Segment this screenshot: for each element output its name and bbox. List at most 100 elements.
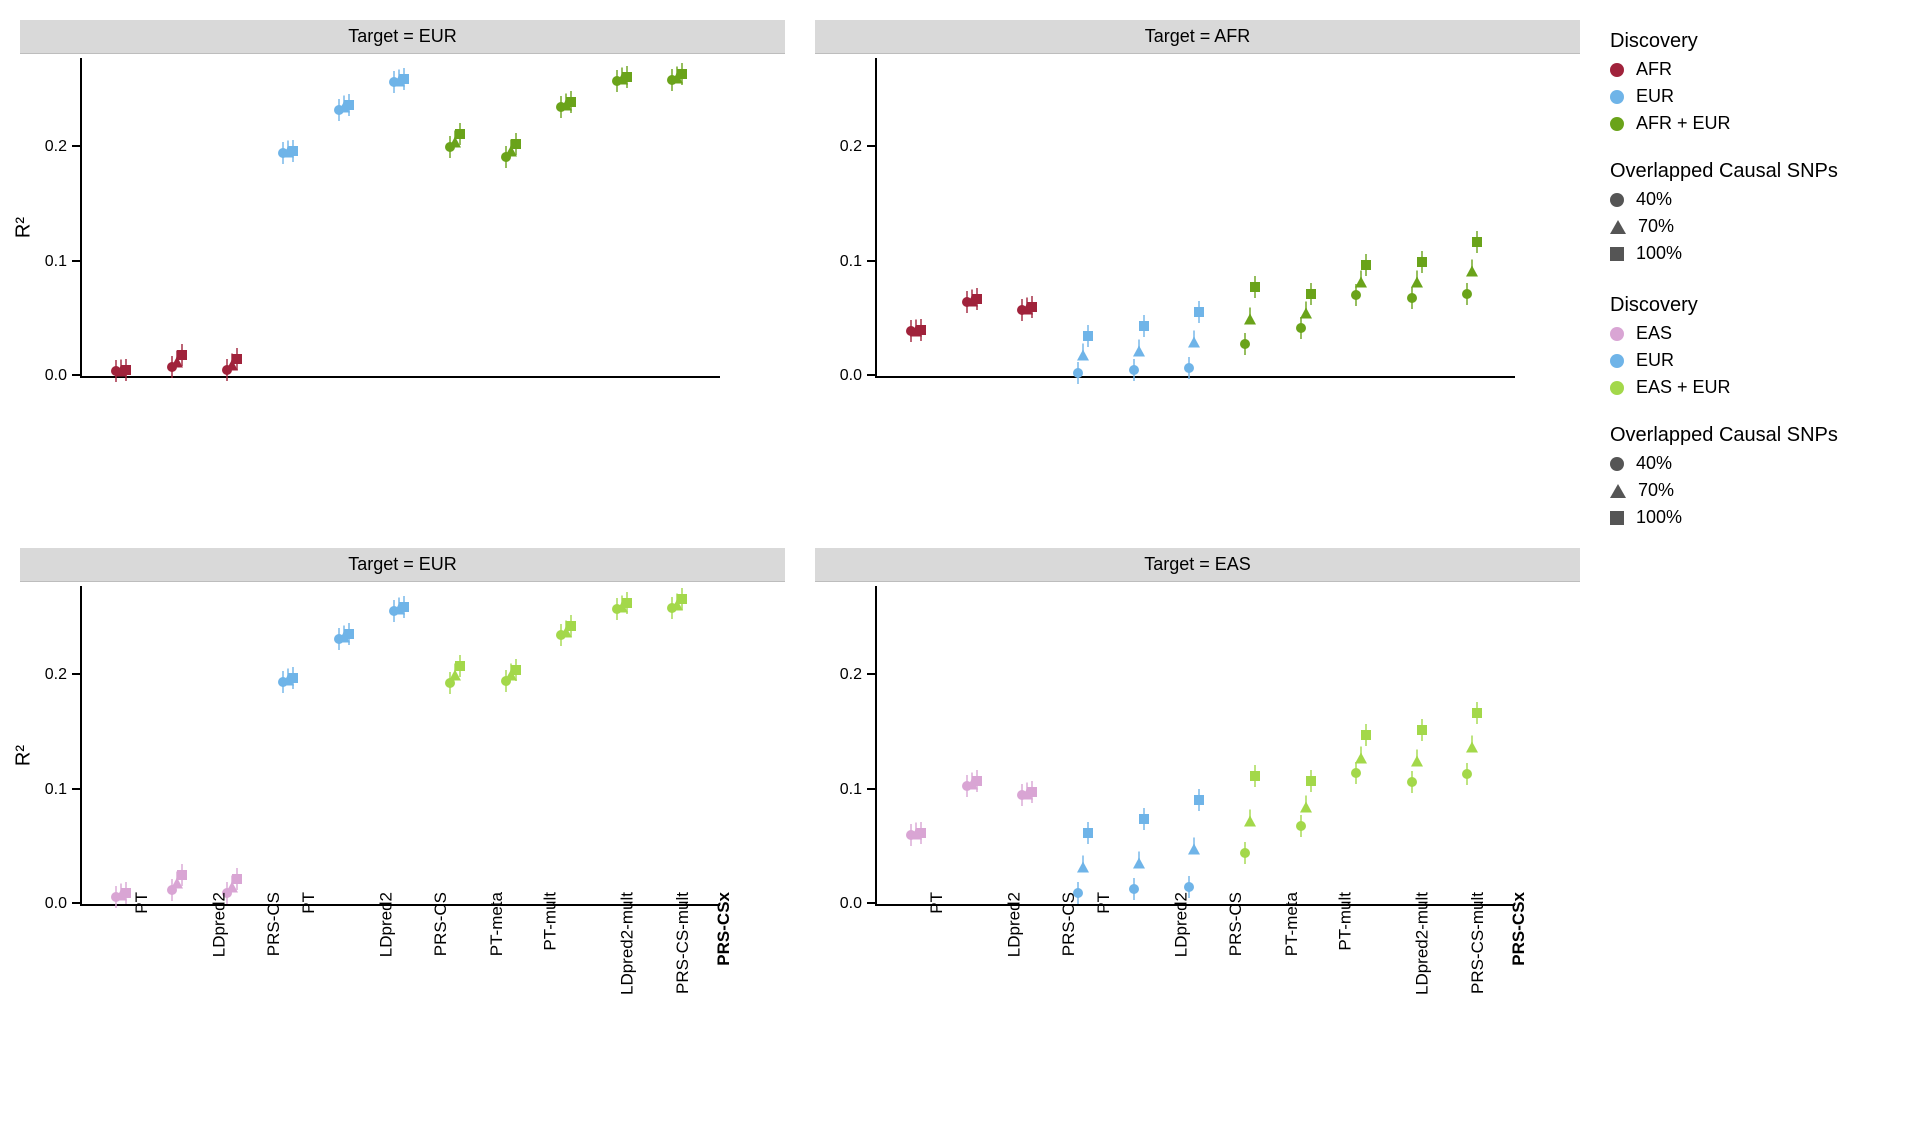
error-bar [570,91,572,113]
error-bar [1305,795,1307,807]
y-tick-label: 0.1 [822,253,862,271]
data-point [1300,308,1312,319]
plot-area: 0.00.10.2R² [80,58,720,378]
legend-swatch [1610,511,1624,525]
error-bar [125,882,127,904]
legend-swatch [1610,327,1624,341]
plot-area: 0.00.10.2 [875,58,1515,378]
data-point [1139,814,1149,824]
error-bar [236,868,238,890]
x-tick-label: PRS-CS [1059,892,1079,956]
error-bar [681,63,683,85]
error-bar [515,659,517,681]
data-point [1188,844,1200,855]
error-bar [1254,765,1256,787]
x-tick-label: PT-meta [1282,892,1302,956]
legend-label: EAS [1636,323,1672,344]
legend-swatch [1610,117,1624,131]
data-point [1184,882,1194,892]
panel-title-strip: Target = EUR [20,548,785,582]
data-point [1462,289,1472,299]
y-tick-label: 0.1 [822,781,862,799]
error-bar [1471,736,1473,748]
legend-label: 40% [1636,189,1672,210]
data-point [1355,752,1367,763]
panel-title-strip: Target = EUR [20,20,785,54]
legend-label: AFR [1636,59,1672,80]
legend-item: EUR [1610,350,1900,371]
y-axis-label: R² [13,745,36,766]
data-point [1240,848,1250,858]
x-tick-label: PRS-CS-mult [1468,892,1488,994]
y-tick-label: 0.2 [27,666,67,684]
data-point [1296,821,1306,831]
data-point [566,621,576,631]
data-point [177,350,187,360]
legend-item: 40% [1610,189,1900,210]
panel: Target = EAS0.00.10.2PTLDpred2PRS-CSPTLD… [815,548,1580,1056]
x-tick-label: PRS-CS [431,892,451,956]
data-point [1083,828,1093,838]
legend-item: AFR + EUR [1610,113,1900,134]
x-tick-label: PT-mult [1335,892,1355,951]
legend-swatch [1610,90,1624,104]
legend-title-discovery: Discovery [1610,294,1900,317]
data-point [1133,857,1145,868]
y-tick-label: 0.0 [27,895,67,913]
data-point [622,598,632,608]
legend-swatch [1610,63,1624,77]
data-point [1466,742,1478,753]
data-point [1194,307,1204,317]
error-bar [1143,808,1145,830]
error-bar [181,864,183,886]
y-axis-label: R² [13,217,36,238]
error-bar [403,596,405,618]
y-tick [72,260,82,262]
error-bar [403,68,405,90]
panel: Target = EUR0.00.10.2R²PTLDpred2PRS-CSPT… [20,548,785,1056]
data-point [916,828,926,838]
y-tick-label: 0.1 [27,253,67,271]
legend-swatch [1610,484,1626,498]
error-bar [1310,283,1312,305]
data-point [1073,368,1083,378]
legend-item: 40% [1610,453,1900,474]
data-point [399,602,409,612]
panel: Target = AFR0.00.10.2 [815,20,1580,528]
error-bar [1360,746,1362,758]
legend-item: EAS + EUR [1610,377,1900,398]
y-tick-label: 0.2 [822,138,862,156]
error-bar [1476,702,1478,724]
y-tick [72,902,82,904]
data-point [1129,884,1139,894]
error-bar [1300,815,1302,837]
y-tick [867,260,877,262]
legend-block: DiscoveryEASEUREAS + EUROverlapped Causa… [1610,294,1900,528]
x-tick-label: PRS-CS [1226,892,1246,956]
data-point [288,673,298,683]
error-bar [515,133,517,155]
x-tick-label: PT-mult [540,892,560,951]
error-bar [1193,330,1195,342]
legend-swatch [1610,354,1624,368]
x-tick-label: LDpred2 [209,892,229,957]
y-tick [72,673,82,675]
y-tick [867,673,877,675]
error-bar [1143,315,1145,337]
y-tick [867,145,877,147]
legend-title-discovery: Discovery [1610,30,1900,53]
data-point [177,870,187,880]
error-bar [1188,357,1190,379]
data-point [566,97,576,107]
data-point [511,665,521,675]
data-point [1462,769,1472,779]
x-tick-label: PRS-CS [264,892,284,956]
y-tick [867,788,877,790]
error-bar [1365,724,1367,746]
data-point [1306,289,1316,299]
legend-swatch [1610,220,1626,234]
data-point [972,776,982,786]
error-bar [1249,809,1251,821]
data-point [622,72,632,82]
error-bar [1305,302,1307,314]
